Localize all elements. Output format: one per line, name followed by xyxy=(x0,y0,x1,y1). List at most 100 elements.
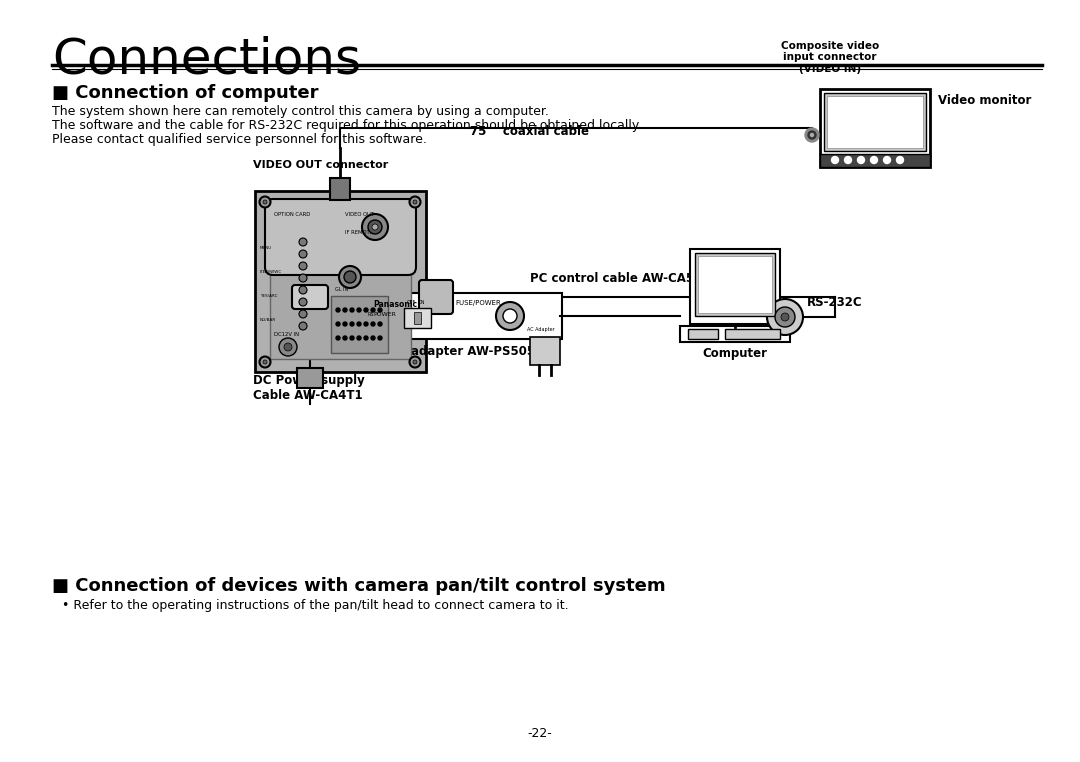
Text: IF REMOTE: IF REMOTE xyxy=(345,230,373,235)
Circle shape xyxy=(259,197,270,207)
FancyBboxPatch shape xyxy=(725,329,780,339)
Text: ■ Connection of devices with camera pan/tilt control system: ■ Connection of devices with camera pan/… xyxy=(52,577,665,595)
Circle shape xyxy=(496,302,524,330)
Circle shape xyxy=(299,322,307,330)
FancyBboxPatch shape xyxy=(292,285,328,309)
FancyBboxPatch shape xyxy=(265,199,416,275)
FancyBboxPatch shape xyxy=(827,96,923,148)
Text: Computer: Computer xyxy=(702,347,768,360)
Text: DC12V IN: DC12V IN xyxy=(274,332,299,337)
Text: -22-: -22- xyxy=(528,727,552,740)
Circle shape xyxy=(364,322,368,326)
Text: RS: RS xyxy=(368,312,375,317)
Circle shape xyxy=(781,313,789,321)
FancyBboxPatch shape xyxy=(297,368,323,388)
FancyBboxPatch shape xyxy=(330,296,388,353)
Circle shape xyxy=(299,250,307,258)
FancyBboxPatch shape xyxy=(824,93,926,151)
Text: YES/ARC: YES/ARC xyxy=(260,294,278,298)
Circle shape xyxy=(279,338,297,356)
Circle shape xyxy=(299,274,307,282)
Circle shape xyxy=(343,336,347,340)
Circle shape xyxy=(832,156,838,164)
FancyBboxPatch shape xyxy=(696,253,775,316)
Text: RS-232C: RS-232C xyxy=(807,296,863,309)
Circle shape xyxy=(372,224,378,230)
Circle shape xyxy=(372,322,375,326)
FancyBboxPatch shape xyxy=(820,89,930,167)
Text: GL IN: GL IN xyxy=(335,287,348,292)
Circle shape xyxy=(299,262,307,270)
Circle shape xyxy=(350,336,354,340)
Circle shape xyxy=(264,360,267,364)
FancyBboxPatch shape xyxy=(688,329,718,339)
Text: Connections: Connections xyxy=(52,36,361,84)
Text: The system shown here can remotely control this camera by using a computer.: The system shown here can remotely contr… xyxy=(52,105,549,118)
Text: ON: ON xyxy=(418,300,426,305)
Circle shape xyxy=(368,220,382,234)
Circle shape xyxy=(378,322,382,326)
Text: AC Adapter: AC Adapter xyxy=(527,327,555,332)
Circle shape xyxy=(343,308,347,312)
Circle shape xyxy=(284,343,292,351)
Circle shape xyxy=(870,156,877,164)
Text: POWER: POWER xyxy=(373,312,396,317)
Circle shape xyxy=(345,271,356,283)
Circle shape xyxy=(378,336,382,340)
Circle shape xyxy=(299,298,307,306)
FancyBboxPatch shape xyxy=(255,191,426,372)
FancyBboxPatch shape xyxy=(330,178,350,200)
FancyBboxPatch shape xyxy=(270,204,411,359)
Circle shape xyxy=(357,308,361,312)
Circle shape xyxy=(336,322,340,326)
Text: ITEM/WWC: ITEM/WWC xyxy=(260,270,282,274)
FancyBboxPatch shape xyxy=(404,308,431,328)
Circle shape xyxy=(409,357,420,367)
Text: DC Power supply
Cable AW-CA4T1: DC Power supply Cable AW-CA4T1 xyxy=(253,374,365,402)
Circle shape xyxy=(775,307,795,327)
Circle shape xyxy=(336,336,340,340)
Circle shape xyxy=(336,308,340,312)
FancyBboxPatch shape xyxy=(363,293,562,339)
Text: PC control cable AW-CA50T9 (10m): PC control cable AW-CA50T9 (10m) xyxy=(530,272,761,285)
Circle shape xyxy=(343,322,347,326)
Text: MENU: MENU xyxy=(260,246,272,250)
Text: OFF: OFF xyxy=(407,300,416,305)
Circle shape xyxy=(299,238,307,246)
Text: ■ Connection of computer: ■ Connection of computer xyxy=(52,84,319,102)
Circle shape xyxy=(413,360,417,364)
Text: The software and the cable for RS-232C required for this operation should be obt: The software and the cable for RS-232C r… xyxy=(52,119,642,132)
Text: Video monitor: Video monitor xyxy=(939,94,1031,107)
Text: • Refer to the operating instructions of the pan/tilt head to connect camera to : • Refer to the operating instructions of… xyxy=(62,599,569,612)
Circle shape xyxy=(259,357,270,367)
Circle shape xyxy=(503,309,517,323)
Text: VIDEO OUT: VIDEO OUT xyxy=(345,212,374,217)
Circle shape xyxy=(413,200,417,204)
Text: FUSE/POWER: FUSE/POWER xyxy=(455,300,501,306)
Text: Please contact qualified service personnel for this software.: Please contact qualified service personn… xyxy=(52,133,427,146)
FancyBboxPatch shape xyxy=(690,249,780,324)
Circle shape xyxy=(339,266,361,288)
Circle shape xyxy=(767,299,804,335)
Circle shape xyxy=(378,308,382,312)
Circle shape xyxy=(357,322,361,326)
Circle shape xyxy=(858,156,864,164)
Circle shape xyxy=(409,197,420,207)
Circle shape xyxy=(805,128,819,142)
Text: 75    coaxial cable: 75 coaxial cable xyxy=(470,125,589,138)
Circle shape xyxy=(896,156,904,164)
Circle shape xyxy=(364,336,368,340)
Circle shape xyxy=(264,200,267,204)
Circle shape xyxy=(357,336,361,340)
Circle shape xyxy=(372,308,375,312)
Circle shape xyxy=(299,310,307,318)
Text: VIDEO OUT connector: VIDEO OUT connector xyxy=(253,160,388,170)
Text: AC adapter AW-PS505: AC adapter AW-PS505 xyxy=(389,345,535,358)
Circle shape xyxy=(883,156,891,164)
FancyBboxPatch shape xyxy=(419,280,453,314)
FancyBboxPatch shape xyxy=(698,256,772,313)
Circle shape xyxy=(810,133,813,136)
Circle shape xyxy=(350,308,354,312)
Circle shape xyxy=(808,131,816,139)
FancyBboxPatch shape xyxy=(820,154,930,167)
